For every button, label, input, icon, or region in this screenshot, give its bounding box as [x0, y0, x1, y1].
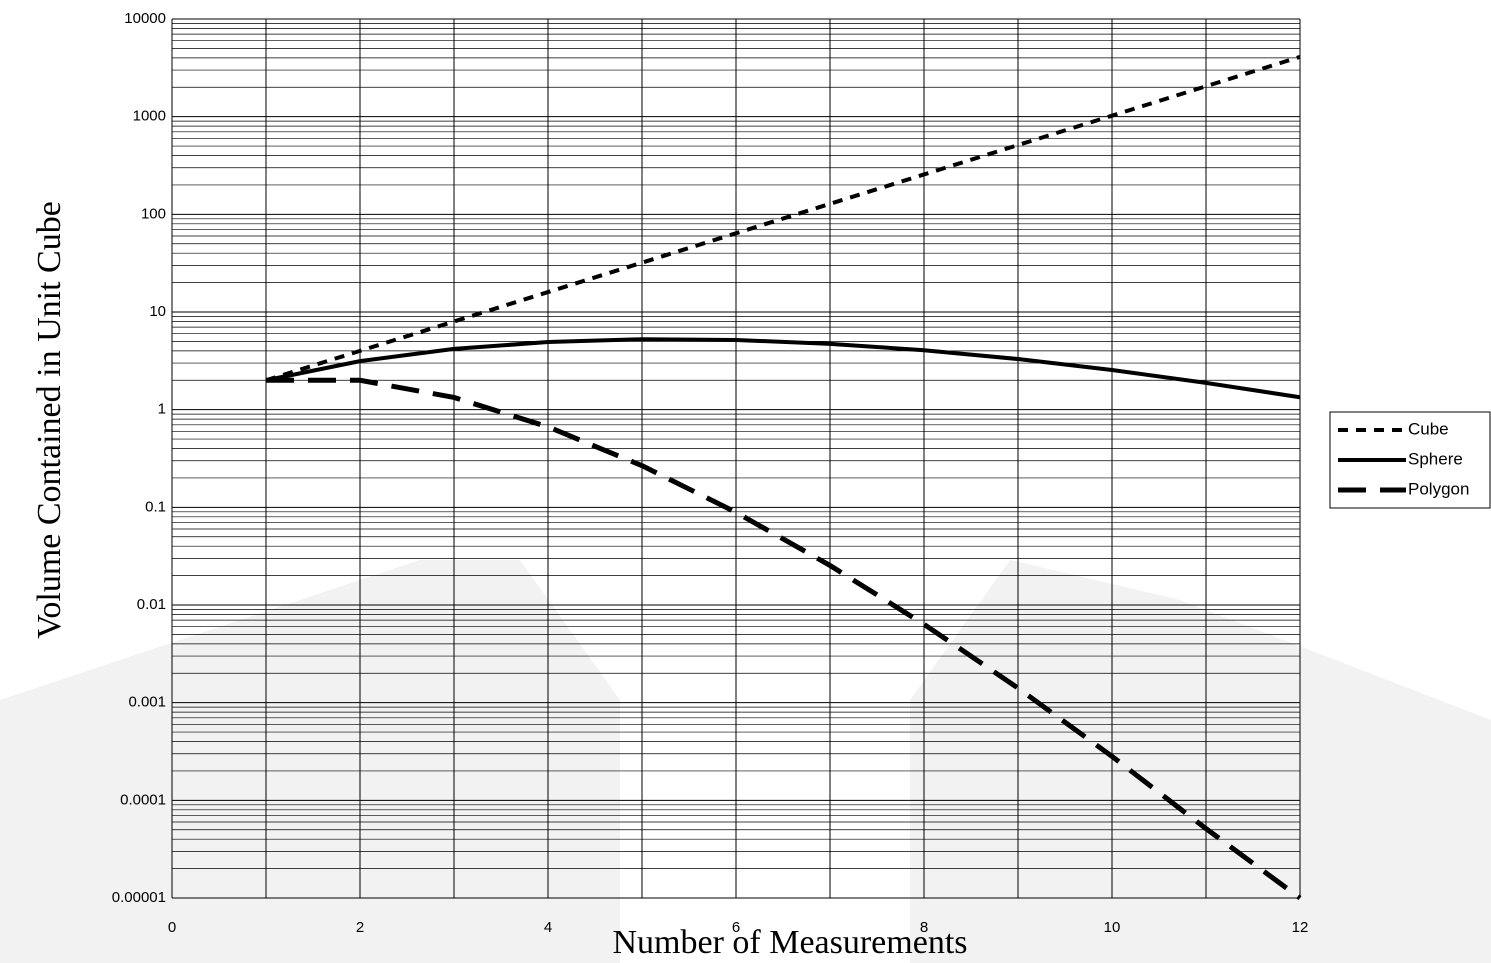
legend-label: Sphere: [1408, 449, 1463, 468]
y-tick-label: 10: [149, 303, 166, 320]
x-axis-title: Number of Measurements: [612, 924, 967, 961]
legend-label: Cube: [1408, 419, 1449, 438]
y-axis-title: Volume Contained in Unit Cube: [31, 201, 68, 639]
y-tick-label: 0.01: [137, 596, 166, 613]
x-tick-label: 2: [356, 919, 364, 936]
x-tick-label: 8: [920, 919, 928, 936]
y-tick-label: 0.001: [128, 694, 166, 711]
x-tick-label: 10: [1104, 919, 1121, 936]
y-tick-label: 0.0001: [120, 791, 166, 808]
y-tick-label: 0.1: [145, 498, 166, 515]
y-tick-label: 10000: [124, 10, 166, 27]
y-tick-label: 100: [141, 205, 166, 222]
x-tick-label: 0: [168, 919, 176, 936]
y-tick-label: 1: [158, 401, 166, 418]
y-tick-label: 1000: [133, 108, 166, 125]
y-tick-label: 0.00001: [112, 889, 166, 906]
legend-label: Polygon: [1408, 479, 1469, 498]
x-tick-label: 12: [1292, 919, 1309, 936]
x-tick-label: 4: [544, 919, 552, 936]
chart: Number of Measurements Volume Contained …: [0, 0, 1491, 963]
x-tick-label: 6: [732, 919, 740, 936]
